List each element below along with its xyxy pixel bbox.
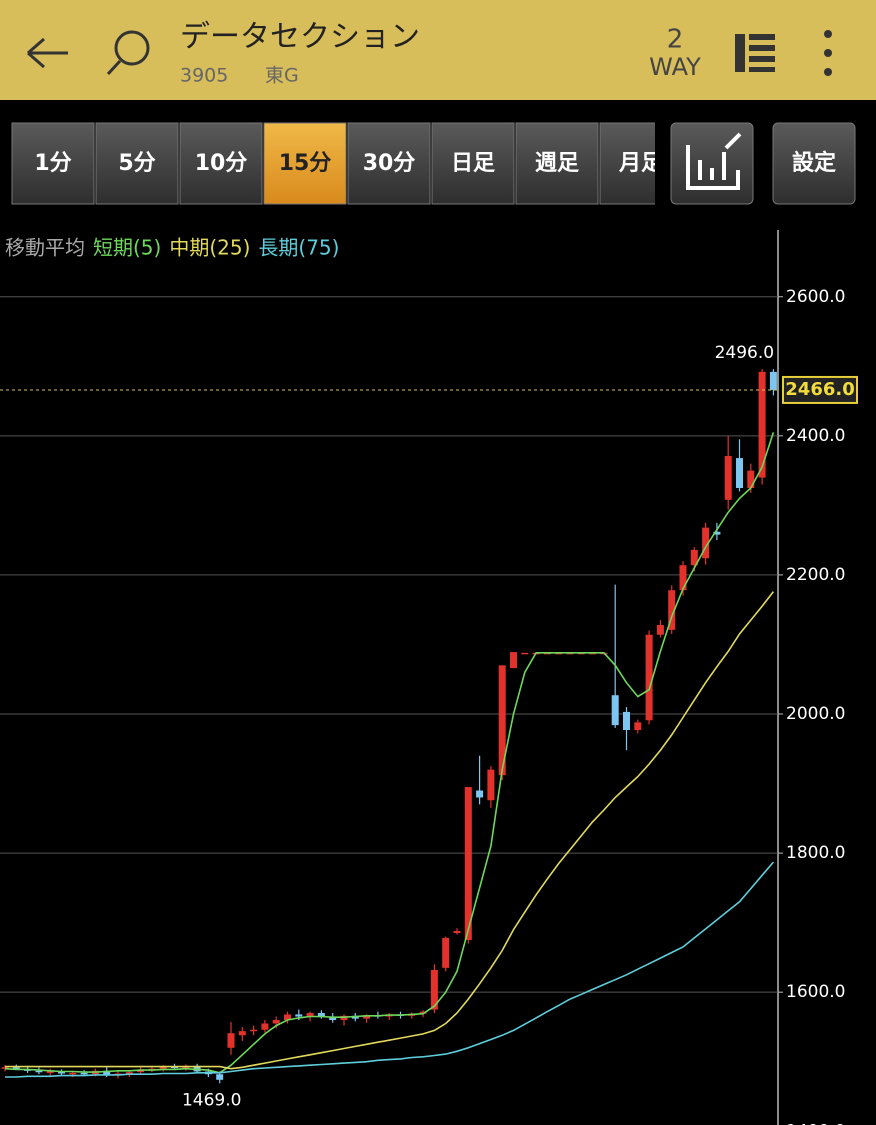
current-price-box xyxy=(782,375,858,404)
stock-code: 3905 xyxy=(180,65,228,87)
candle-body xyxy=(250,1029,258,1032)
candle-body xyxy=(521,652,529,655)
header-bar xyxy=(0,0,876,100)
y-tick-label: 2400.0 xyxy=(786,426,845,446)
candle-body xyxy=(611,695,619,726)
candle-body xyxy=(125,1072,133,1074)
candle-body xyxy=(510,652,517,669)
candle-body xyxy=(261,1023,269,1030)
tab-label[interactable]: 5分 xyxy=(118,151,155,176)
y-tick-label: 1600.0 xyxy=(786,982,845,1002)
candle-body xyxy=(442,937,450,968)
tab[interactable] xyxy=(347,122,431,205)
back-button[interactable] xyxy=(27,37,68,69)
list-button[interactable] xyxy=(735,34,775,72)
candle-body xyxy=(159,1066,167,1069)
way-label[interactable]: WAY xyxy=(649,53,701,81)
menu-button[interactable] xyxy=(824,30,832,76)
tab[interactable] xyxy=(599,122,682,205)
candle-body xyxy=(724,456,732,500)
tab-label[interactable]: 週足 xyxy=(535,151,579,176)
candle-body xyxy=(69,1072,77,1075)
candle-body xyxy=(238,1031,246,1036)
legend-entry: 長期(75) xyxy=(258,236,339,260)
candle-body xyxy=(713,531,721,535)
high-label: 2496.0 xyxy=(715,343,774,363)
tab-bar: 1分 5分 10分 15分 30分 日足 週足 月足 xyxy=(11,122,682,205)
tab-label[interactable]: 10分 xyxy=(195,151,248,176)
candle-body xyxy=(12,1067,20,1070)
candle-body xyxy=(419,1011,427,1014)
tab-label[interactable]: 1分 xyxy=(34,151,71,176)
candle-body xyxy=(702,527,710,559)
y-tick-label: 2000.0 xyxy=(786,704,845,724)
candle-body xyxy=(284,1014,291,1020)
ma-line xyxy=(5,591,775,1070)
draw-tool-button[interactable] xyxy=(670,122,754,205)
candle-body xyxy=(623,711,630,731)
tab[interactable] xyxy=(263,122,347,205)
candle-body xyxy=(453,930,461,934)
legend-entry: 中期(25) xyxy=(169,236,250,260)
y-tick-label: 2200.0 xyxy=(786,565,845,585)
tab-label[interactable]: 日足 xyxy=(451,151,495,176)
candle-body xyxy=(758,371,766,478)
low-label: 1469.0 xyxy=(182,1090,241,1110)
candle-body xyxy=(690,549,698,566)
y-tick-label: 1400.0 xyxy=(786,1121,845,1125)
way-number[interactable]: 2 xyxy=(667,25,684,55)
candle-body xyxy=(227,1033,235,1048)
market: 東G xyxy=(265,65,299,87)
candle-body xyxy=(272,1019,280,1024)
candle-body xyxy=(329,1017,337,1020)
candle-body xyxy=(476,790,484,798)
search-button[interactable] xyxy=(106,30,150,76)
candle-body xyxy=(487,769,495,801)
tab[interactable] xyxy=(95,122,179,205)
candle-body xyxy=(1,1067,9,1069)
candle-body xyxy=(58,1071,65,1074)
candle-body xyxy=(464,787,472,941)
candle-body xyxy=(216,1074,224,1080)
candle-body xyxy=(736,458,743,488)
legend: 移動平均 短期(5) 中期(25) 長期(75) xyxy=(5,236,339,260)
candle-body xyxy=(769,371,777,390)
ma-line xyxy=(4,432,775,1074)
candle-body xyxy=(295,1014,303,1017)
candle-body xyxy=(363,1015,371,1019)
ma-line xyxy=(5,861,775,1078)
stock-title: データセクション xyxy=(180,20,420,55)
candle-body xyxy=(430,969,438,1010)
candle-body xyxy=(679,565,687,591)
tab-label[interactable]: 30分 xyxy=(363,151,416,176)
candle-body xyxy=(306,1013,314,1017)
tab[interactable] xyxy=(515,122,599,205)
y-tick-label: 2600.0 xyxy=(786,287,845,307)
candle-body xyxy=(317,1013,325,1018)
settings-button[interactable] xyxy=(772,122,856,205)
tab[interactable] xyxy=(11,122,95,205)
legend-title: 移動平均 xyxy=(5,236,85,260)
settings-label[interactable]: 設定 xyxy=(792,150,836,176)
candle-body xyxy=(35,1070,43,1073)
candle-body xyxy=(46,1071,54,1073)
y-tick-label: 1800.0 xyxy=(786,843,845,863)
candle-body xyxy=(634,722,642,731)
candle-body xyxy=(747,470,755,488)
candle-body xyxy=(80,1072,88,1075)
current-price-label: 2466.0 xyxy=(785,379,854,400)
tab[interactable] xyxy=(431,122,515,205)
candle-body xyxy=(645,634,653,721)
candle-body xyxy=(668,590,676,630)
legend-entry: 短期(5) xyxy=(93,236,161,260)
candle-body xyxy=(498,665,506,776)
tab-label[interactable]: 月足 xyxy=(618,151,663,176)
tab[interactable] xyxy=(179,122,263,205)
tab-label[interactable]: 15分 xyxy=(279,151,332,176)
candle-body xyxy=(656,624,664,635)
candle-body xyxy=(103,1070,111,1075)
